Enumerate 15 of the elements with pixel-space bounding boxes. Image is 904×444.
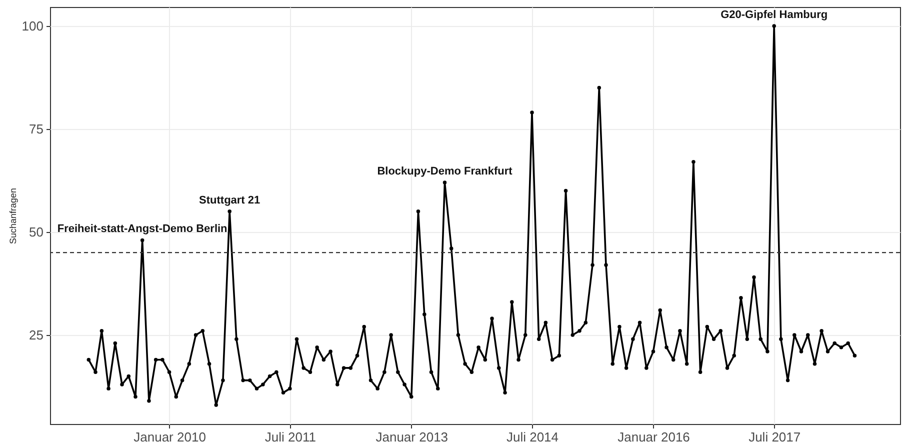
y-tick-label: 25	[29, 327, 44, 342]
y-axis-title: Suchanfragen	[8, 188, 18, 244]
y-tick-label: 50	[29, 224, 44, 240]
x-tick-label: Januar 2013	[376, 430, 448, 444]
annotation: Stuttgart 21	[199, 194, 260, 206]
y-tick-label: 100	[22, 18, 44, 34]
x-tick-label: Januar 2010	[134, 430, 206, 444]
x-tick-label: Juli 2017	[748, 430, 801, 444]
x-tick-label: Juli 2011	[264, 430, 316, 444]
annotation: G20-Gipfel Hamburg	[720, 8, 828, 21]
x-tick-label: Januar 2016	[618, 430, 690, 444]
annotation: Freiheit-statt-Angst-Demo Berlin	[57, 223, 228, 236]
y-tick-label: 75	[29, 121, 44, 136]
x-tick-label: Juli 2014	[506, 430, 559, 444]
annotation: Blockupy-Demo Frankfurt	[377, 166, 513, 178]
